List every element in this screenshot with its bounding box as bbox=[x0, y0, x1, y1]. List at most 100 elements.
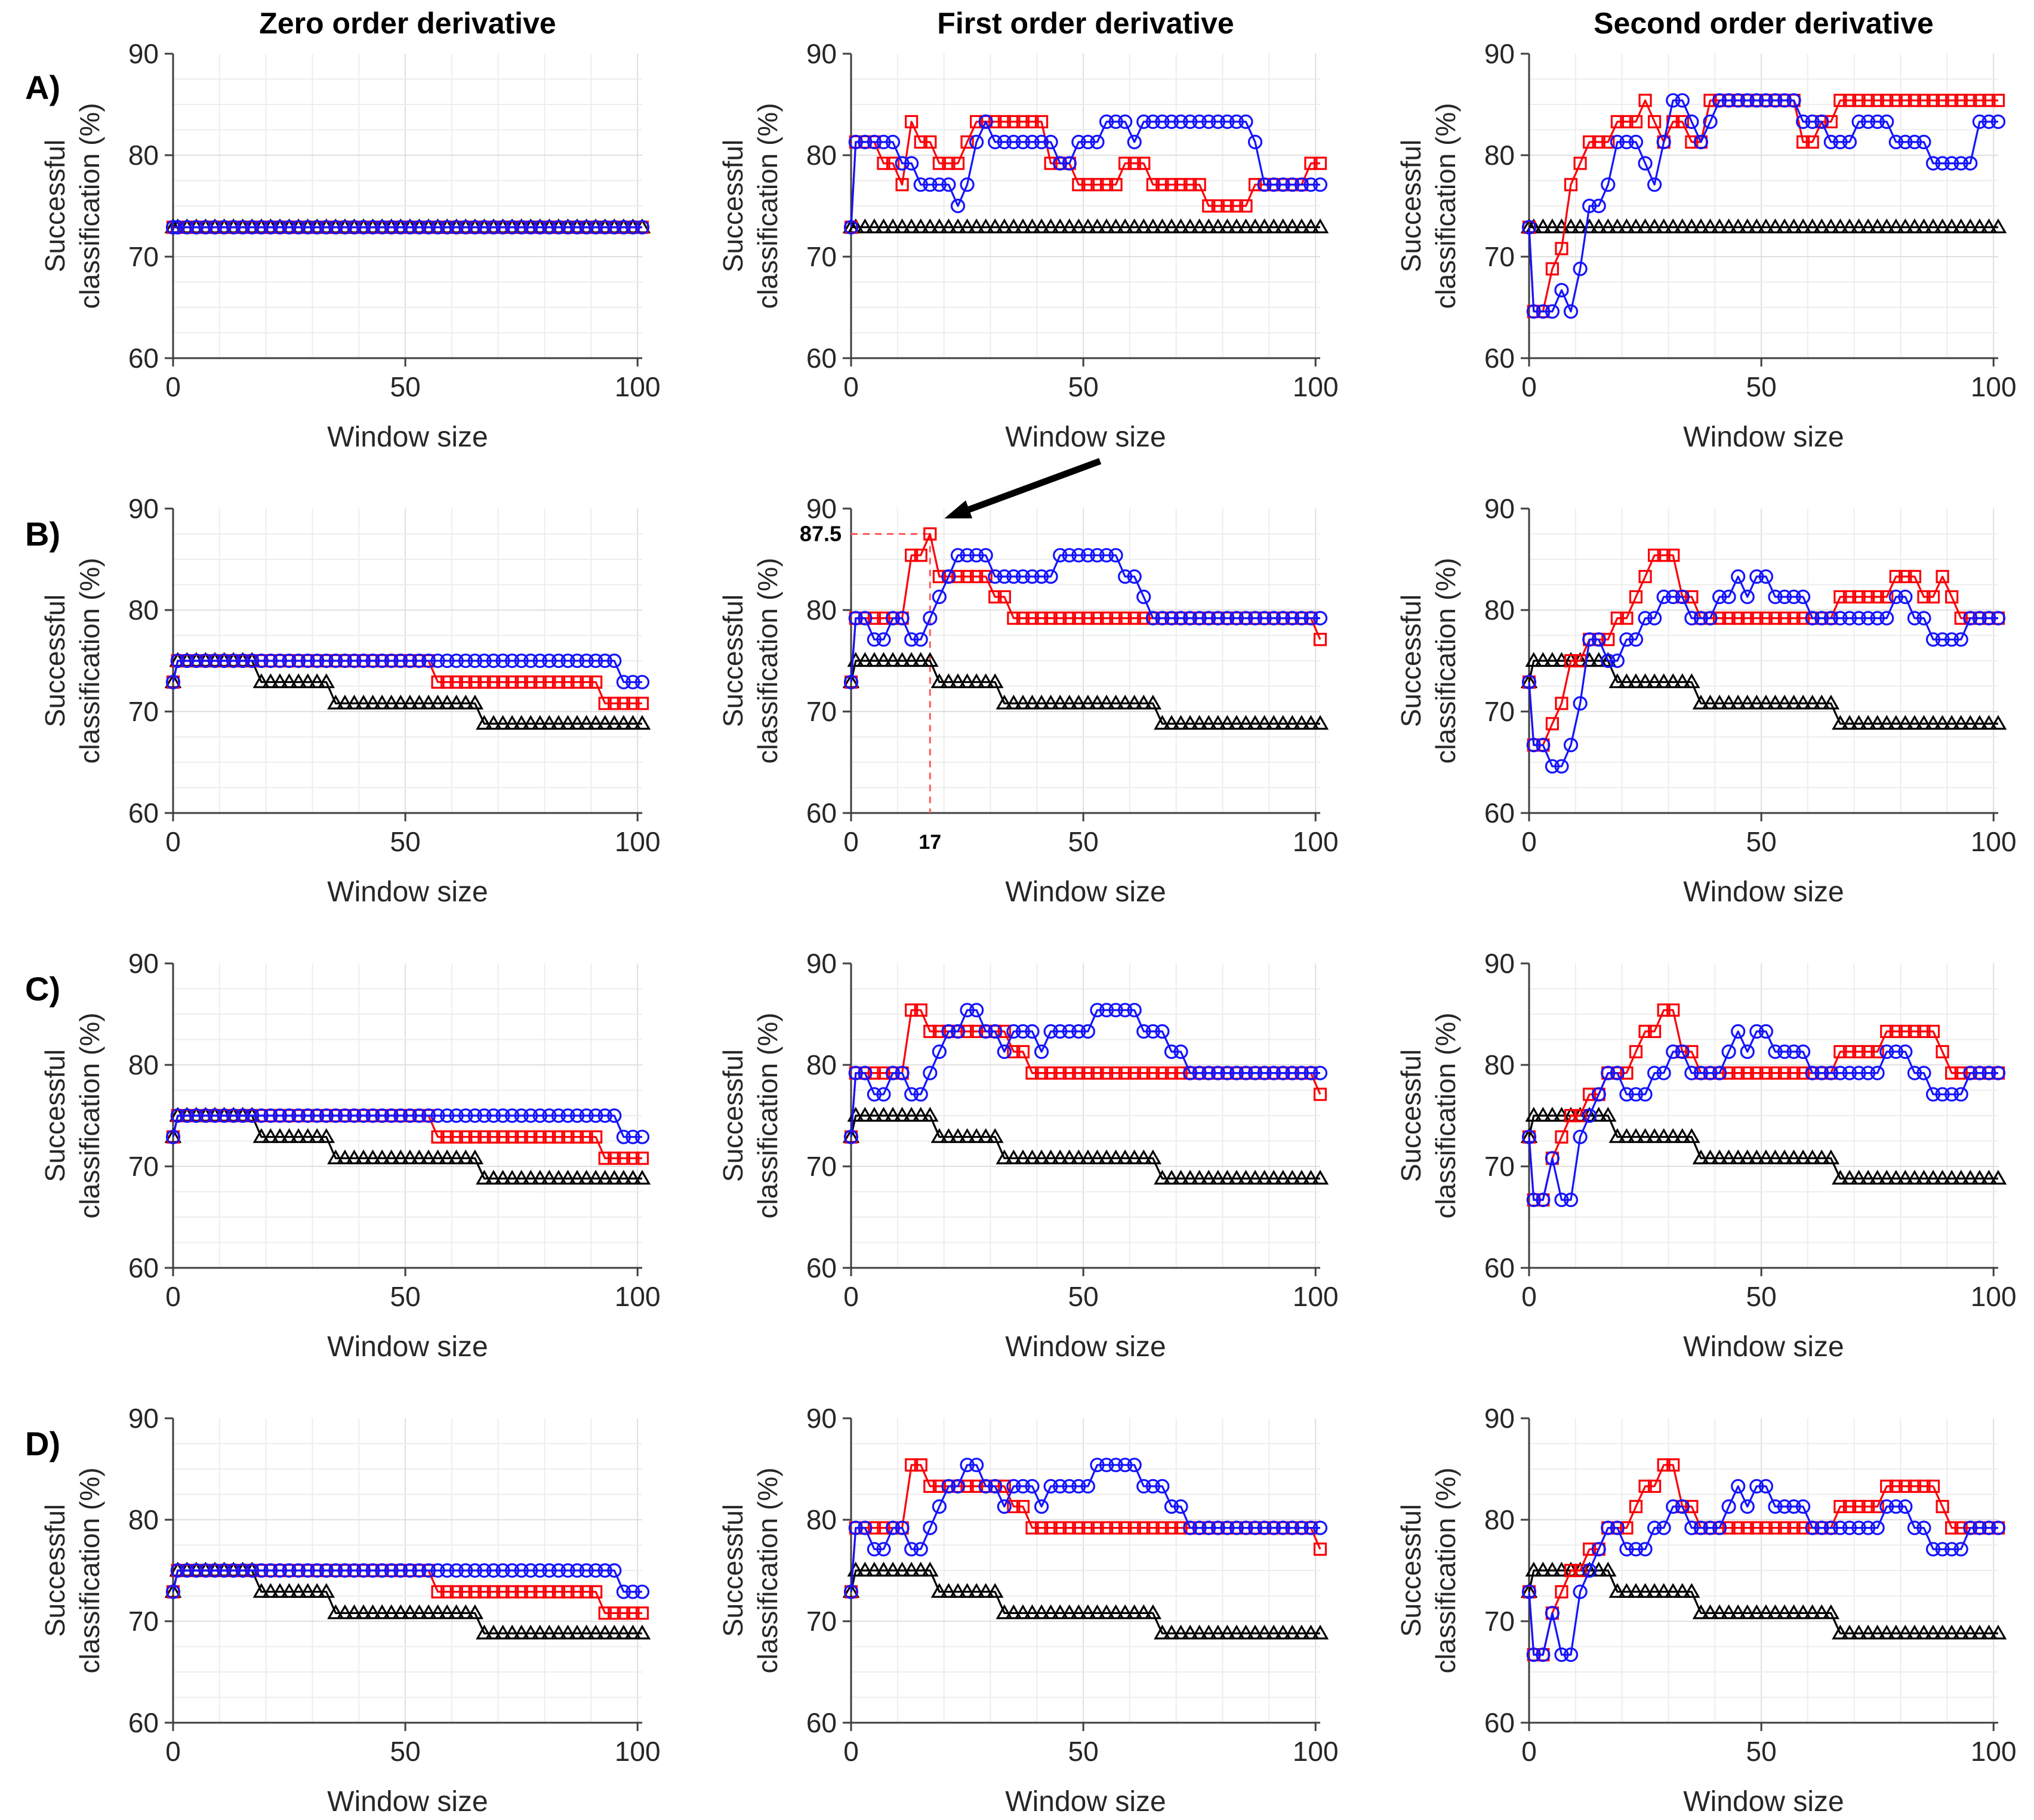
svg-text:60: 60 bbox=[806, 1707, 837, 1738]
panel-b-zero-order: 60 70 80 90 0 50 100 Successful classification (… bbox=[0, 455, 678, 910]
svg-text:100: 100 bbox=[1293, 371, 1339, 402]
svg-text:70: 70 bbox=[1484, 241, 1515, 272]
svg-text:50: 50 bbox=[390, 1736, 421, 1767]
blue-circle-series-markers bbox=[165, 220, 650, 235]
svg-text:87.5: 87.5 bbox=[800, 522, 842, 546]
svg-text:Window size: Window size bbox=[327, 1331, 488, 1363]
svg-text:Window size: Window size bbox=[327, 421, 488, 453]
svg-text:Window size: Window size bbox=[1683, 1331, 1844, 1363]
svg-text:0: 0 bbox=[843, 1736, 859, 1767]
panel-a-zero-order: 60 70 80 90 0 50 100 Successful classification (… bbox=[0, 0, 678, 455]
svg-text:80: 80 bbox=[806, 595, 837, 626]
red-square-series-line bbox=[1528, 1009, 1998, 1201]
svg-text:60: 60 bbox=[128, 343, 159, 374]
chart-b-first-order: 60 70 80 90 0 50 100 Successful classification (… bbox=[717, 458, 1339, 908]
chart-c-first-order: 60 70 80 90 0 50 100 Successful classification (… bbox=[717, 948, 1339, 1363]
chart-a-zero-order: 60 70 80 90 0 50 100 Successful classification (… bbox=[39, 7, 661, 453]
blue-circle-series-markers bbox=[1521, 93, 2006, 319]
blue-circle-series-markers bbox=[843, 1458, 1328, 1599]
black-triangle-series-markers bbox=[842, 1562, 1329, 1640]
svg-text:50: 50 bbox=[390, 826, 421, 857]
svg-text:50: 50 bbox=[1746, 826, 1777, 857]
svg-text:Window size: Window size bbox=[327, 876, 488, 908]
row-label-d: D) bbox=[25, 1425, 61, 1462]
black-triangle-series-line bbox=[1528, 660, 1998, 725]
svg-text:0: 0 bbox=[1521, 1736, 1537, 1767]
svg-text:50: 50 bbox=[1068, 1281, 1099, 1312]
svg-text:classification (%): classification (%) bbox=[752, 1467, 783, 1673]
svg-text:Successful: Successful bbox=[717, 595, 748, 727]
blue-circle-series-line bbox=[850, 1464, 1320, 1592]
chart-d-second-order: 60 70 80 90 0 50 100 Successful classification (… bbox=[1395, 1403, 2017, 1818]
svg-text:Successful: Successful bbox=[1395, 595, 1426, 727]
chart-b-zero-order: 60 70 80 90 0 50 100 Successful classification (… bbox=[39, 493, 661, 908]
svg-text:0: 0 bbox=[1521, 826, 1537, 857]
svg-text:classification (%): classification (%) bbox=[1430, 1012, 1461, 1218]
blue-circle-series-line bbox=[172, 1114, 642, 1138]
blue-circle-series-markers bbox=[165, 653, 650, 689]
black-triangle-series-markers bbox=[1520, 218, 2007, 233]
svg-text:Successful: Successful bbox=[39, 1504, 70, 1637]
blue-circle-series-line bbox=[1528, 575, 1998, 768]
svg-text:50: 50 bbox=[1746, 371, 1777, 402]
svg-text:100: 100 bbox=[615, 826, 661, 857]
red-square-series-line bbox=[850, 121, 1320, 227]
svg-text:70: 70 bbox=[806, 1606, 837, 1637]
svg-text:100: 100 bbox=[1971, 1736, 2017, 1767]
blue-circle-series-line bbox=[1528, 99, 1998, 313]
svg-text:80: 80 bbox=[128, 1504, 159, 1535]
svg-text:70: 70 bbox=[128, 241, 159, 272]
black-triangle-series-markers bbox=[842, 1107, 1329, 1185]
svg-text:Window size: Window size bbox=[1005, 1331, 1166, 1363]
black-triangle-series-line bbox=[850, 1569, 1320, 1634]
svg-text:80: 80 bbox=[806, 1049, 837, 1080]
svg-text:70: 70 bbox=[128, 696, 159, 727]
svg-text:0: 0 bbox=[165, 1281, 181, 1312]
svg-text:90: 90 bbox=[806, 493, 837, 524]
panel-d-second-order: 60 70 80 90 0 50 100 Successful classification (… bbox=[1356, 1365, 2034, 1819]
svg-text:60: 60 bbox=[806, 797, 837, 829]
chart-d-zero-order: 60 70 80 90 0 50 100 Successful classification (… bbox=[39, 1403, 661, 1818]
svg-text:80: 80 bbox=[806, 1504, 837, 1535]
svg-text:100: 100 bbox=[1971, 826, 2017, 857]
svg-text:70: 70 bbox=[1484, 1606, 1515, 1637]
svg-text:50: 50 bbox=[390, 1281, 421, 1312]
svg-text:80: 80 bbox=[806, 140, 837, 171]
chart-a-second-order: 60 70 80 90 0 50 100 Successful classification (… bbox=[1395, 7, 2017, 453]
svg-text:60: 60 bbox=[1484, 797, 1515, 829]
blue-circle-series-markers bbox=[1521, 1479, 2006, 1662]
svg-text:90: 90 bbox=[1484, 1403, 1515, 1434]
black-triangle-series-line bbox=[850, 660, 1320, 725]
black-triangle-series-markers bbox=[1520, 652, 2007, 730]
svg-text:Zero order derivative: Zero order derivative bbox=[259, 7, 556, 40]
svg-text:classification (%): classification (%) bbox=[74, 1467, 105, 1673]
svg-text:80: 80 bbox=[128, 140, 159, 171]
blue-circle-series-markers bbox=[165, 1108, 650, 1144]
svg-text:100: 100 bbox=[1293, 1736, 1339, 1767]
chart-c-zero-order: 60 70 80 90 0 50 100 Successful classification (… bbox=[39, 948, 661, 1363]
svg-text:Window size: Window size bbox=[1005, 876, 1166, 908]
svg-text:Window size: Window size bbox=[1005, 421, 1166, 453]
svg-text:0: 0 bbox=[843, 826, 859, 857]
black-triangle-series-line bbox=[1528, 1569, 1998, 1634]
svg-text:0: 0 bbox=[843, 1281, 859, 1312]
svg-text:70: 70 bbox=[128, 1606, 159, 1637]
svg-text:classification (%): classification (%) bbox=[1430, 1467, 1461, 1673]
svg-text:17: 17 bbox=[919, 831, 941, 854]
svg-text:Successful: Successful bbox=[717, 140, 748, 272]
svg-text:Successful: Successful bbox=[1395, 1504, 1426, 1637]
panel-b-first-order: 60 70 80 90 0 50 100 Successful classification (… bbox=[678, 455, 1356, 910]
svg-text:Window size: Window size bbox=[1683, 421, 1844, 453]
svg-text:70: 70 bbox=[806, 696, 837, 727]
chart-b-second-order: 60 70 80 90 0 50 100 Successful classification (… bbox=[1395, 493, 2017, 908]
black-triangle-series-markers bbox=[1520, 1562, 2007, 1640]
svg-text:90: 90 bbox=[1484, 493, 1515, 524]
blue-circle-series-markers bbox=[1521, 1024, 2006, 1208]
svg-text:0: 0 bbox=[165, 826, 181, 857]
svg-text:Successful: Successful bbox=[39, 595, 70, 727]
svg-text:0: 0 bbox=[843, 371, 859, 402]
svg-text:classification (%): classification (%) bbox=[74, 1012, 105, 1218]
svg-text:Second order derivative: Second order derivative bbox=[1594, 7, 1934, 40]
svg-text:60: 60 bbox=[1484, 1252, 1515, 1283]
